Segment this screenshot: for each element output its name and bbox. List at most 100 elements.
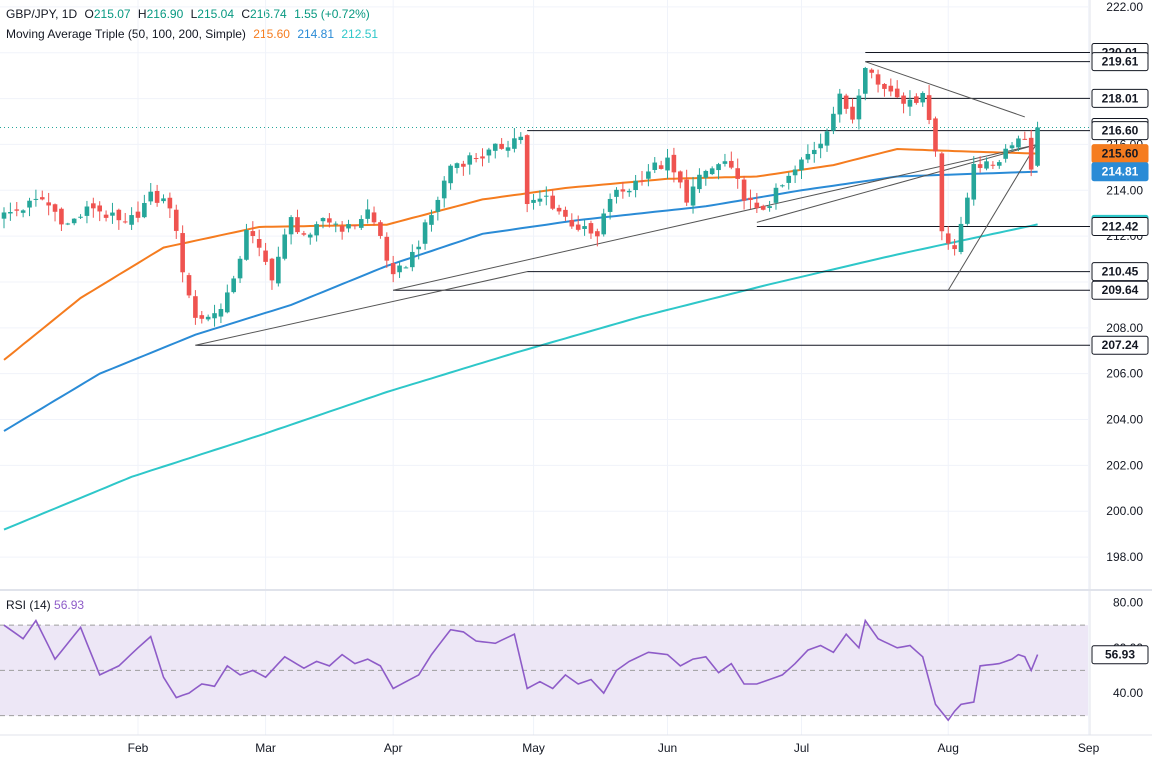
candle-body [945, 233, 951, 244]
candle-body [524, 135, 530, 205]
chart-header: GBP/JPY, 1D O215.07 H216.90 L215.04 C216… [6, 7, 374, 21]
price-tag-label: 212.42 [1102, 219, 1139, 233]
price-tag-label: 216.60 [1102, 124, 1139, 138]
open-label: O [84, 7, 94, 21]
candle-body [741, 179, 747, 201]
candle-body [403, 267, 409, 269]
candle-body [780, 185, 785, 187]
time-axis-label: Mar [255, 741, 276, 755]
candle-body [626, 190, 632, 193]
candle-body [850, 106, 855, 120]
candle-body [410, 251, 415, 268]
candle-body [473, 158, 479, 160]
candle-body [282, 234, 288, 259]
candle-body [843, 95, 849, 109]
candle-body [339, 225, 345, 232]
candle-body [984, 161, 989, 169]
candle-body [939, 153, 945, 232]
candle-body [1003, 148, 1008, 159]
candle-body [492, 143, 498, 151]
candle-body [996, 162, 1002, 166]
price-tag-label: 219.61 [1102, 55, 1139, 69]
candle-body [250, 231, 256, 237]
candle-body [435, 199, 441, 212]
price-tag-box [1091, 88, 1149, 108]
candle-body [569, 220, 575, 227]
candle-body [186, 275, 192, 296]
candle-body [703, 170, 709, 178]
candle-body [39, 197, 45, 200]
rsi-label: RSI (14) [6, 598, 51, 612]
trendline [195, 271, 528, 346]
candle-body [129, 215, 134, 225]
ma200-value: 212.51 [341, 27, 379, 41]
high-label: H [137, 7, 147, 21]
candle-body [1022, 138, 1028, 140]
candle-body [652, 162, 658, 170]
candle-body [218, 308, 224, 317]
open-value: 215.07 [93, 7, 131, 21]
time-axis-label: Jul [794, 741, 809, 755]
candle-body [633, 180, 638, 190]
candle-body [646, 171, 651, 179]
candle-body [78, 216, 83, 218]
candle-body [965, 197, 970, 224]
candle-body [901, 95, 906, 104]
candle-body [863, 67, 868, 94]
candle-body [365, 209, 370, 219]
candle-body [754, 202, 760, 209]
candle-body [84, 206, 90, 216]
price-tag-box [1091, 52, 1149, 72]
rsi-value-text: 56.93 [54, 598, 85, 612]
candle-body [1028, 137, 1034, 170]
candle-body [422, 222, 428, 244]
rsi-tag-box [1091, 645, 1149, 665]
candle-body [142, 202, 147, 218]
time-axis-label: Sep [1078, 741, 1100, 755]
candle-body [709, 168, 715, 175]
candle-body [595, 231, 600, 237]
candle-body [212, 313, 217, 319]
candle-body [71, 218, 77, 224]
candle-body [818, 143, 823, 149]
candle-body [748, 197, 753, 201]
candle-body [378, 222, 383, 236]
price-tag-label: 215.60 [1102, 147, 1139, 161]
candle-body [116, 209, 122, 221]
candle-body [550, 195, 555, 209]
candle-body [20, 210, 26, 213]
candle-body [448, 165, 453, 184]
candle-body [276, 256, 281, 284]
candle-body [499, 143, 504, 149]
candle-body [65, 223, 71, 225]
candle-body [760, 205, 766, 210]
trendline [756, 143, 1038, 223]
close-label: C [241, 7, 251, 21]
candle-body [914, 96, 919, 103]
price-tick-label: 222.00 [1106, 0, 1143, 14]
ma50-line [3, 147, 1038, 361]
candle-body [837, 93, 843, 115]
ma100-line [3, 170, 1038, 432]
candle-body [110, 212, 115, 216]
candle-body [697, 174, 702, 190]
candle-body [263, 250, 268, 262]
candle-body [390, 263, 396, 275]
candle-body [358, 219, 364, 228]
low-value: 215.04 [197, 7, 234, 21]
price-tag-label: 209.64 [1102, 283, 1139, 297]
candle-body [671, 154, 677, 173]
price-tag-label: 218.01 [1102, 91, 1139, 105]
candle-body [582, 226, 587, 229]
candle-body [1035, 127, 1040, 166]
candle-body [556, 207, 562, 212]
close-value: 216.74 [250, 7, 287, 21]
candle-body [933, 118, 938, 152]
candle-body [52, 204, 58, 212]
candle-body [103, 214, 109, 218]
candle-body [237, 258, 243, 279]
time-axis-label: Apr [384, 741, 403, 755]
candle-body [544, 195, 549, 197]
candle-body [14, 209, 20, 211]
